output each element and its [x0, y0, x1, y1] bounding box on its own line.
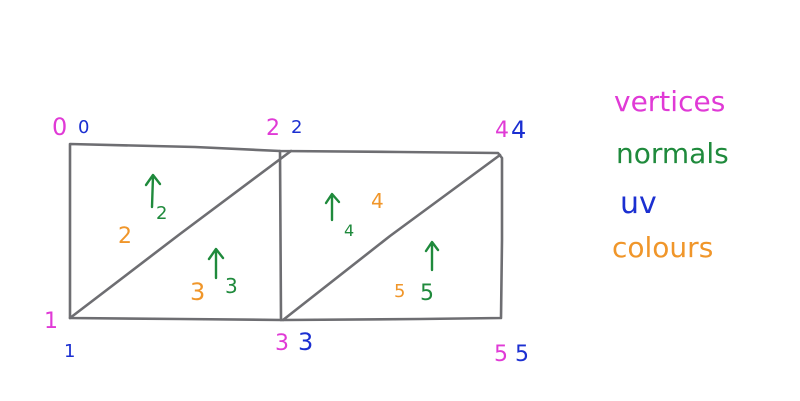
vertex-label-3: 3: [275, 331, 289, 356]
legend-vertices: vertices: [614, 85, 725, 118]
legend-normals: normals: [616, 137, 729, 170]
normal-label-4: 4: [344, 221, 354, 240]
colour-label-2: 2: [118, 224, 132, 249]
legend-uv: uv: [620, 186, 657, 221]
normal-label-2: 2: [156, 203, 167, 224]
vertex-label-4: 4: [495, 118, 509, 143]
left-diagonal-edge: [68, 149, 293, 320]
right-diagonal-edge: [281, 153, 502, 322]
normal-label-3: 3: [225, 274, 238, 298]
mesh-outline: [68, 142, 504, 322]
vertex-label-5: 5: [494, 342, 508, 367]
uv-label-4: 4: [511, 116, 526, 144]
legend-colours: colours: [612, 231, 713, 264]
uv-label-1: 1: [64, 341, 75, 362]
uv-label-2: 2: [291, 117, 302, 138]
colour-label-4: 4: [371, 189, 384, 213]
normal-label-5: 5: [420, 281, 434, 306]
outer-rectangle: [68, 142, 504, 322]
legend: vertices normals uv colours: [612, 85, 729, 264]
normal-arrow-icon: [324, 192, 341, 222]
colour-label-3: 3: [190, 278, 205, 306]
vertex-labels: 0 1 2 3 4 5: [44, 113, 509, 367]
colour-label-5: 5: [394, 281, 405, 302]
normal-arrow-icon: [207, 247, 225, 280]
middle-vertical-edge: [278, 149, 283, 322]
vertex-label-0: 0: [52, 113, 67, 141]
normal-labels: 2 3 4 5: [156, 203, 434, 306]
normal-arrow-icon: [144, 173, 162, 209]
uv-labels: 0 1 2 3 4 5: [64, 116, 529, 367]
uv-label-0: 0: [78, 117, 89, 138]
vertex-label-1: 1: [44, 309, 58, 334]
uv-label-5: 5: [515, 342, 529, 367]
normal-arrows: [144, 173, 440, 280]
vertex-label-2: 2: [266, 116, 280, 141]
colour-labels: 2 3 4 5: [118, 189, 405, 306]
uv-label-3: 3: [298, 328, 313, 356]
normal-arrow-icon: [424, 240, 440, 272]
